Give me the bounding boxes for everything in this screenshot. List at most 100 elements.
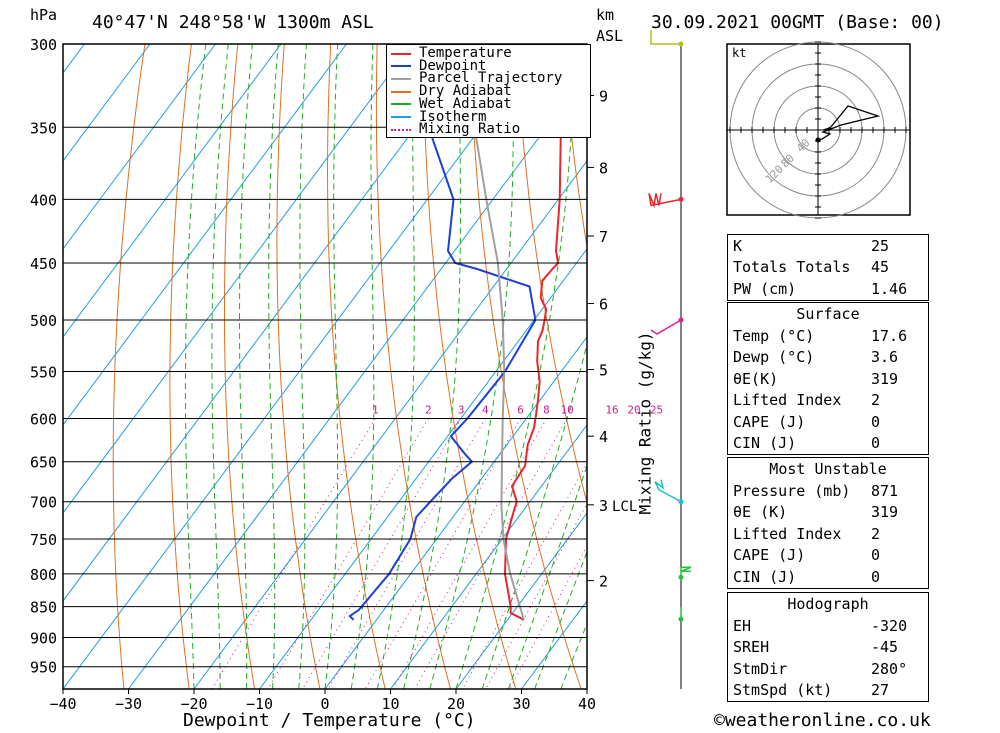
wind-barb — [680, 566, 692, 578]
legend-entry: Temperature — [391, 46, 512, 60]
mixing-ratio-label: 8 — [543, 403, 550, 416]
index-row: Temp (°C) 17.6 — [728, 325, 928, 347]
mixing-ratio-label: 3 — [458, 403, 465, 416]
indices-panel: K 25 Totals Totals 45 PW (cm) 1.46 — [727, 234, 929, 301]
most-unstable-title: Most Unstable — [769, 460, 887, 478]
wind-barb — [648, 193, 682, 209]
x-tick-label: −10 — [246, 695, 273, 713]
legend-label: Isotherm — [419, 108, 487, 125]
index-row: Lifted Index 2 — [728, 390, 928, 412]
index-row: Totals Totals 45 — [728, 257, 928, 279]
hodograph-unit: kt — [732, 46, 746, 60]
wet-adiabat-line — [268, 44, 279, 689]
index-value: 45 — [871, 258, 890, 277]
asl-label: ASL — [596, 27, 624, 45]
index-row: Pressure (mb) 871 — [728, 480, 928, 502]
background-lines — [63, 44, 1000, 689]
dry-adiabat-line — [276, 44, 321, 689]
index-label: Totals Totals — [733, 258, 851, 277]
index-row: Dewp (°C) 3.6 — [728, 347, 928, 369]
legend-swatch — [391, 103, 411, 106]
index-label: StmSpd (kt) — [733, 681, 833, 700]
wet-adiabat-line — [298, 44, 307, 689]
index-row: EH -320 — [728, 615, 928, 637]
pressure-tick-label: 450 — [30, 255, 57, 273]
wind-barb-dot — [678, 616, 684, 622]
index-value: 0 — [871, 546, 881, 565]
height-tick-label: 9 — [599, 87, 608, 105]
height-tick-label: 8 — [599, 159, 608, 177]
index-value: -45 — [871, 638, 899, 657]
isotherm-line — [63, 44, 151, 162]
wet-adiabat-line — [211, 44, 229, 689]
index-value: 0 — [871, 567, 881, 586]
chart-legend: Temperature Dewpoint Parcel Trajectory Dry … — [386, 44, 591, 138]
height-tick-label: 3 — [599, 497, 608, 515]
pressure-tick-label: 400 — [30, 191, 57, 209]
isotherm-line — [63, 44, 413, 514]
x-tick-label: 20 — [447, 695, 465, 713]
mixing-ratio-label: 25 — [650, 403, 663, 416]
surface-title: Surface — [796, 305, 860, 323]
x-tick-label: 30 — [512, 695, 530, 713]
dry-adiabat-line — [423, 44, 517, 689]
index-label: θE(K) — [733, 369, 779, 388]
mixing-ratio-line — [327, 418, 486, 689]
wind-profile — [648, 30, 692, 689]
legend-entry: Mixing Ratio — [391, 121, 521, 138]
dry-adiabat-line — [112, 44, 146, 689]
mixing-ratio-line — [364, 418, 522, 689]
index-label: CAPE (J) — [733, 412, 806, 431]
index-value: 1.46 — [871, 279, 908, 298]
mixing-ratio-line — [509, 544, 587, 689]
wet-adiabat-line — [534, 550, 587, 689]
temperature-line — [503, 44, 571, 621]
pressure-tick-label: 850 — [30, 599, 57, 617]
legend-entry: Wet Adiabat — [391, 97, 512, 111]
index-value: 2 — [871, 391, 881, 410]
index-row: StmDir 280° — [728, 658, 928, 680]
index-label: StmDir — [733, 659, 788, 678]
x-tick-label: 40 — [578, 695, 596, 713]
index-value: 319 — [871, 369, 899, 388]
pressure-tick-label: 350 — [30, 119, 57, 137]
dry-adiabat-line — [169, 44, 192, 689]
mixing-ratio-label: 20 — [627, 403, 640, 416]
x-tick-label: 10 — [381, 695, 399, 713]
mixing-ratio-label: 16 — [605, 403, 618, 416]
pressure-tick-label: 650 — [30, 454, 57, 472]
mixing-ratio-line — [267, 418, 429, 689]
index-row: θE (K) 319 — [728, 502, 928, 524]
height-tick-label: 5 — [599, 361, 608, 379]
index-label: θE (K) — [733, 503, 788, 522]
wind-barb — [654, 479, 682, 503]
pressure-tick-label: 800 — [30, 566, 57, 584]
index-value: 0 — [871, 434, 881, 453]
wet-adiabat-line — [239, 44, 253, 689]
index-value: 0 — [871, 412, 881, 431]
mixing-ratio-line — [485, 502, 587, 689]
index-label: Lifted Index — [733, 391, 842, 410]
wind-barb-dot — [678, 499, 684, 505]
legend-label: Dry Adiabat — [419, 83, 512, 100]
dry-adiabat-line — [981, 44, 1000, 689]
index-label: Lifted Index — [733, 524, 842, 543]
height-tick-label: 6 — [599, 296, 608, 314]
isotherm-line — [63, 44, 347, 426]
hodograph-panel: Hodograph EH -320 SREH -45 StmDir 280° StmSpd … — [727, 592, 929, 702]
index-label: CIN (J) — [733, 434, 797, 453]
index-row: CIN (J) 0 — [728, 566, 928, 588]
chart-axes: 1 2 3 4 6 8 10 16 20 2530035040045050055060065070… — [30, 36, 663, 713]
legend-entry: Dry Adiabat — [391, 83, 512, 100]
isotherm-line — [63, 44, 544, 689]
index-value: 280° — [871, 659, 908, 678]
km-label: km — [596, 6, 615, 24]
dry-adiabat-line — [934, 44, 1000, 689]
pressure-tick-label: 600 — [30, 410, 57, 428]
mixing-ratio-line — [302, 418, 462, 689]
legend-label: Mixing Ratio — [419, 121, 521, 138]
height-tick-label: 7 — [599, 228, 608, 246]
wet-adiabat-line — [507, 464, 587, 689]
pressure-tick-label: 500 — [30, 312, 57, 330]
mixing-ratio-line — [461, 462, 587, 689]
